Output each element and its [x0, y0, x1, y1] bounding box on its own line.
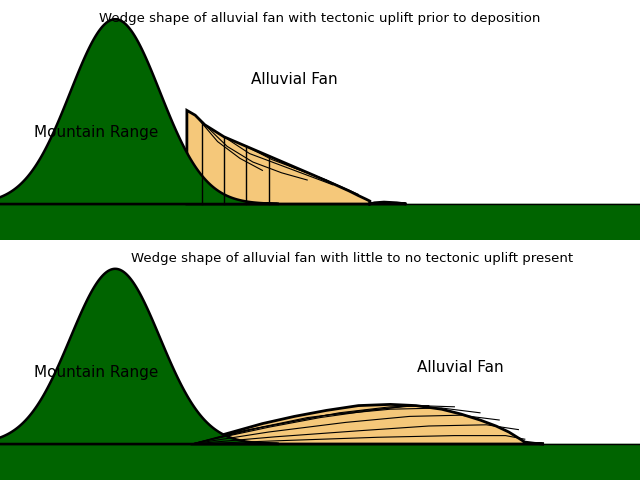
- Text: Alluvial Fan: Alluvial Fan: [417, 360, 504, 375]
- Polygon shape: [187, 110, 406, 204]
- Text: Mountain Range: Mountain Range: [34, 364, 158, 380]
- Polygon shape: [0, 269, 278, 444]
- Text: Mountain Range: Mountain Range: [34, 124, 158, 140]
- Polygon shape: [0, 204, 640, 240]
- Text: Wedge shape of alluvial fan with little to no tectonic uplift present: Wedge shape of alluvial fan with little …: [131, 252, 573, 265]
- Text: Wedge shape of alluvial fan with tectonic uplift prior to deposition: Wedge shape of alluvial fan with tectoni…: [99, 12, 541, 25]
- Text: Alluvial Fan: Alluvial Fan: [251, 72, 338, 87]
- Polygon shape: [0, 444, 640, 480]
- Polygon shape: [0, 19, 278, 204]
- Polygon shape: [192, 404, 544, 444]
